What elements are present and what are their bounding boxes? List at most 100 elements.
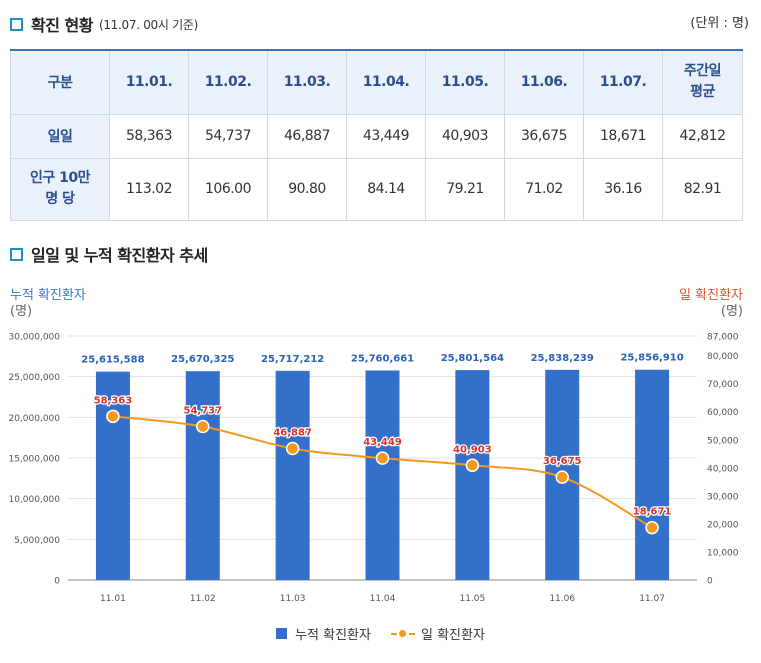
- table-cell: 36,675: [504, 113, 584, 159]
- line-point: [555, 470, 569, 484]
- bullet-square-icon: [10, 247, 23, 261]
- table-row: 인구 10만 명 당 113.02 106.00 90.80 84.14 79.2…: [10, 157, 743, 221]
- line-point: [465, 458, 480, 473]
- table-cell: 106.00: [188, 157, 268, 221]
- right-tick-label: 10,000: [707, 548, 739, 558]
- left-tick-label: 25,000,000: [8, 373, 60, 383]
- left-tick-label: 10,000,000: [8, 495, 60, 505]
- avg-header-line1: 주간일: [683, 63, 722, 80]
- x-tick-label: 11.03: [280, 594, 306, 604]
- left-tick-label: 5,000,000: [14, 536, 60, 546]
- line-value-label: 18,671: [633, 507, 672, 518]
- table-cell: 82.91: [662, 157, 743, 221]
- bar: [635, 369, 670, 580]
- bar-value-label: 25,717,212: [261, 354, 324, 365]
- right-tick-label: 40,000: [707, 464, 739, 474]
- table-cell: 54,737: [188, 113, 268, 159]
- table-header-cell: 11.07.: [583, 50, 663, 115]
- right-tick-label: 80,000: [707, 352, 739, 362]
- line-point: [196, 419, 210, 434]
- stats-table: 구분 11.01. 11.02. 11.03. 11.04. 11.05. 11…: [10, 49, 743, 221]
- x-tick-label: 11.07: [639, 594, 665, 604]
- line-point: [285, 441, 300, 456]
- x-tick-label: 11.02: [190, 594, 216, 604]
- line-value-label: 54,737: [183, 405, 222, 416]
- table-header-row: 구분 11.01. 11.02. 11.03. 11.04. 11.05. 11…: [10, 50, 743, 115]
- x-tick-label: 11.01: [100, 594, 126, 604]
- table-cell: 90.80: [267, 157, 347, 221]
- legend-bar-label: 누적 확진환자: [295, 628, 371, 643]
- right-tick-label: 87,000: [707, 333, 739, 343]
- right-tick-label: 0: [707, 577, 713, 587]
- legend-line-swatch: [390, 628, 415, 639]
- x-tick-label: 11.06: [549, 594, 575, 604]
- table-header-cell: 11.04.: [346, 50, 426, 115]
- right-axis-title-text: 일 확진환자: [679, 288, 743, 303]
- section-title-status: 확진 현황: [31, 16, 93, 35]
- bar-value-label: 25,760,661: [351, 353, 414, 364]
- table-cell: 36.16: [583, 157, 663, 221]
- bar-value-label: 25,670,325: [171, 354, 234, 365]
- legend-item-line: 일 확진환자: [390, 624, 485, 643]
- row-label-line1: 인구 10만: [30, 170, 91, 186]
- table-cell: 113.02: [109, 157, 189, 221]
- right-tick-label: 20,000: [707, 520, 739, 530]
- right-axis-title: 일 확진환자 (명): [679, 288, 743, 320]
- left-tick-label: 20,000,000: [8, 414, 60, 424]
- bar: [275, 370, 310, 580]
- line-point: [645, 520, 659, 535]
- bar-value-label: 25,856,910: [620, 353, 683, 364]
- unit-label: (단위 : 명): [690, 16, 749, 31]
- x-tick-label: 11.05: [459, 594, 485, 604]
- line-value-label: 40,903: [453, 444, 492, 455]
- left-tick-label: 30,000,000: [8, 333, 60, 343]
- left-tick-label: 15,000,000: [8, 455, 60, 465]
- table-header-cell: 11.01.: [109, 50, 189, 115]
- bar: [365, 370, 400, 580]
- reference-time: (11.07. 00시 기준): [98, 17, 199, 32]
- table-cell: 79.21: [425, 157, 505, 221]
- left-tick-label: 0: [54, 577, 60, 587]
- line-value-label: 58,363: [94, 395, 133, 406]
- line-point: [106, 409, 120, 424]
- x-tick-label: 11.04: [370, 594, 396, 604]
- right-tick-label: 30,000: [707, 492, 739, 502]
- table-cell: 42,812: [662, 113, 743, 159]
- right-tick-label: 50,000: [707, 436, 739, 446]
- section-title-trend: 일일 및 누적 확진환자 추세: [31, 246, 208, 265]
- row-label-line2: 명 당: [45, 191, 75, 207]
- table-cell: 40,903: [425, 113, 505, 159]
- line-value-label: 46,887: [273, 428, 312, 439]
- right-tick-label: 60,000: [707, 408, 739, 418]
- bullet-square-icon: [10, 17, 23, 31]
- table-header-cell: 11.05.: [425, 50, 505, 115]
- bar: [185, 371, 220, 580]
- section-header-trend: 일일 및 누적 확진환자 추세: [10, 242, 208, 266]
- line-value-label: 43,449: [363, 437, 402, 448]
- right-axis-unit: (명): [720, 304, 743, 319]
- bar-value-label: 25,615,588: [81, 355, 144, 366]
- line-point: [375, 451, 390, 465]
- section-header-status: 확진 현황 (11.07. 00시 기준): [10, 12, 198, 36]
- chart-legend: 누적 확진환자 일 확진환자: [0, 624, 761, 643]
- legend-line-label: 일 확진환자: [420, 628, 485, 643]
- table-row: 일일 58,363 54,737 46,887 43,449 40,903 36…: [10, 113, 743, 159]
- bar-value-label: 25,801,564: [441, 353, 504, 364]
- legend-item-bar: 누적 확진환자: [276, 624, 371, 643]
- bar-value-label: 25,838,239: [531, 353, 594, 364]
- bar: [95, 371, 130, 580]
- left-axis-title-text: 누적 확진환자: [10, 288, 86, 303]
- left-axis-title: 누적 확진환자 (명): [10, 288, 86, 320]
- table-header-cell: 구분: [10, 50, 110, 115]
- table-header-cell: 11.06.: [504, 50, 584, 115]
- row-label-daily: 일일: [10, 113, 110, 159]
- left-axis-unit: (명): [10, 304, 33, 319]
- avg-header-line2: 평균: [690, 84, 715, 101]
- line-value-label: 36,675: [543, 456, 582, 467]
- table-cell: 71.02: [504, 157, 584, 221]
- bar: [455, 370, 490, 580]
- right-tick-label: 70,000: [707, 380, 739, 390]
- legend-bar-swatch: [276, 628, 288, 639]
